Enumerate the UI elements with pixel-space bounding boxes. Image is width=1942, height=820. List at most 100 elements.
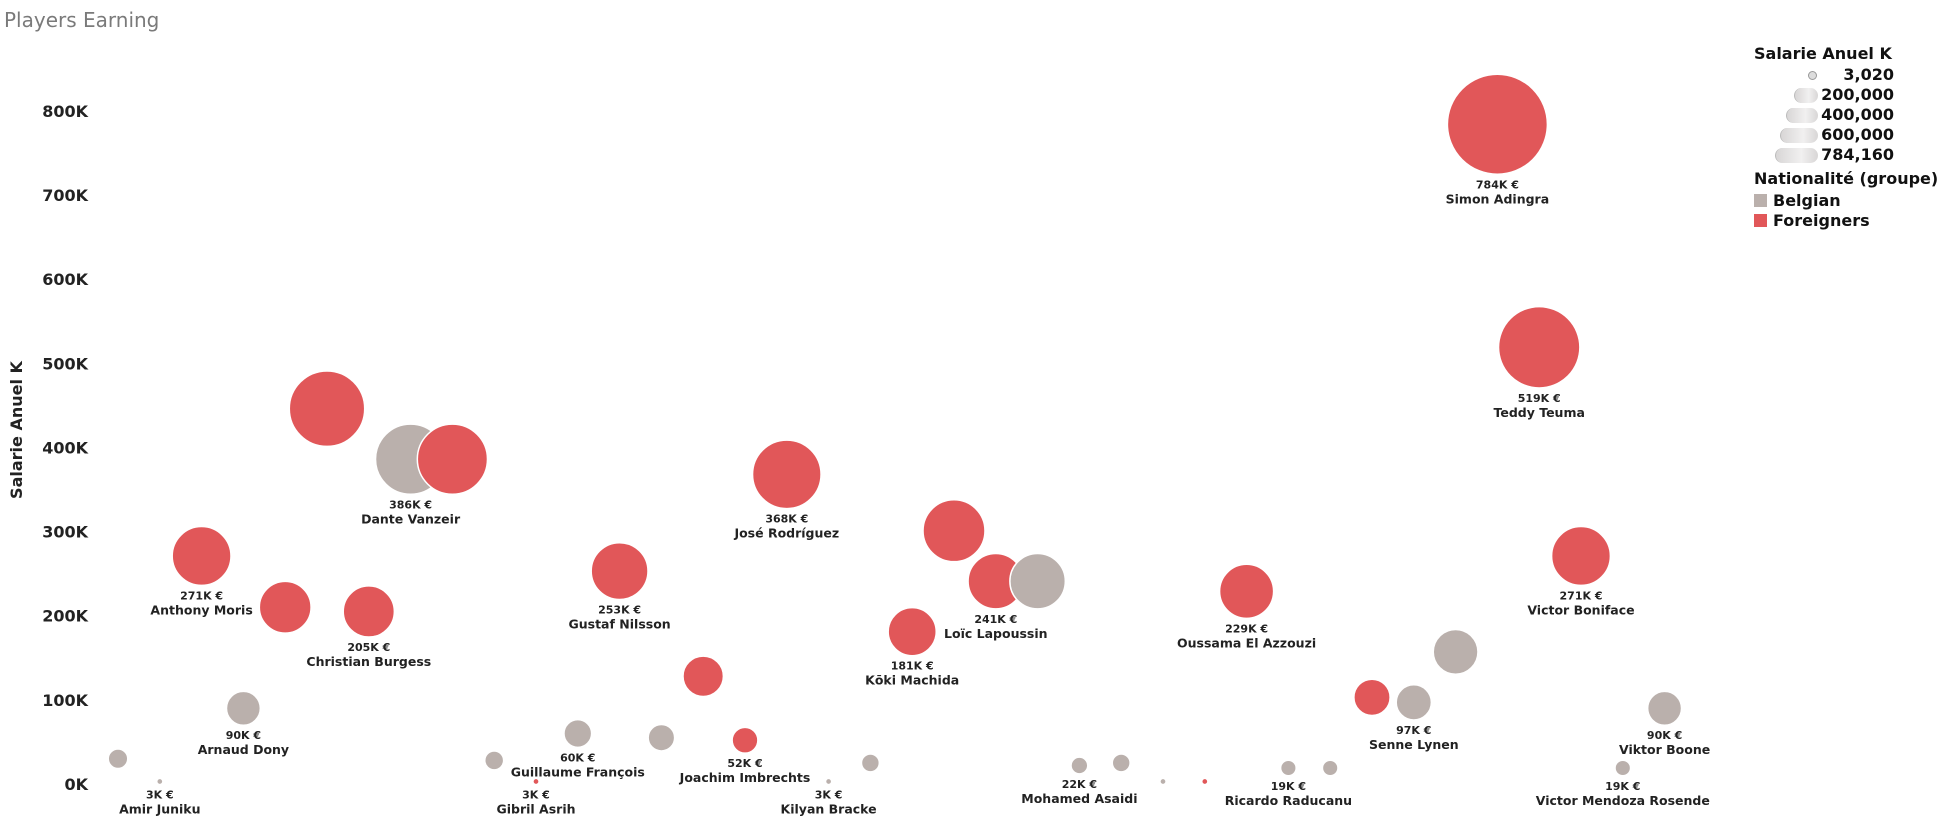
data-label-name: Mohamed Asaidi <box>1021 791 1137 806</box>
y-axis-title: Salarie Anuel K <box>7 360 26 498</box>
bubble-belgian[interactable] <box>1614 759 1632 777</box>
data-label-value: 519K € <box>1518 392 1561 405</box>
data-label-name: Gustaf Nilsson <box>568 617 670 632</box>
size-legend-label: 200,000 <box>1821 85 1894 104</box>
data-label-name: Teddy Teuma <box>1493 405 1584 420</box>
data-label-name: Victor Mendoza Rosende <box>1536 793 1710 808</box>
bubble-foreigners[interactable] <box>532 777 540 786</box>
data-label-name: Guillaume François <box>511 764 645 779</box>
bubble-belgian[interactable] <box>1321 759 1339 777</box>
legend-swatch <box>1754 213 1767 227</box>
data-label-name: Senne Lynen <box>1369 737 1459 752</box>
bubble-belgian[interactable] <box>484 750 505 771</box>
bubble-belgian[interactable] <box>1432 628 1479 676</box>
data-label-value: 90K € <box>226 729 261 742</box>
bubble-foreigners[interactable] <box>731 726 759 754</box>
bubble-foreigners[interactable] <box>751 439 822 510</box>
size-legend-shape <box>1775 148 1818 163</box>
data-label-value: 386K € <box>389 498 432 511</box>
color-legend-title: Nationalité (groupe) <box>1754 169 1939 188</box>
data-label-value: 19K € <box>1271 780 1306 793</box>
bubble-foreigners[interactable] <box>1446 73 1549 176</box>
data-label-name: Dante Vanzeir <box>361 511 461 526</box>
bubble-belgian[interactable] <box>1070 756 1089 775</box>
data-label-value: 271K € <box>1560 589 1603 602</box>
bubble-belgian[interactable] <box>225 690 262 726</box>
size-legend-label: 400,000 <box>1821 105 1894 124</box>
data-label-name: Joachim Imbrechts <box>679 770 811 785</box>
bubble-belgian[interactable] <box>1009 552 1067 610</box>
bubble-foreigners[interactable] <box>1218 563 1275 620</box>
bubble-foreigners[interactable] <box>1497 305 1581 389</box>
color-legend-row[interactable]: Foreigners <box>1754 210 1938 230</box>
y-tick-label: 200K <box>42 607 88 626</box>
size-legend-shape <box>1785 108 1818 123</box>
size-legend-row: 784,160 <box>1754 145 1894 165</box>
bubble-belgian[interactable] <box>563 718 593 749</box>
size-legend-row: 200,000 <box>1754 85 1894 105</box>
data-label-name: Oussama El Azzouzi <box>1177 635 1316 650</box>
bubble-foreigners[interactable] <box>887 606 937 657</box>
y-tick-label: 700K <box>42 186 88 205</box>
data-label-value: 52K € <box>727 757 762 770</box>
bubble-belgian[interactable] <box>1279 759 1297 777</box>
y-tick-label: 100K <box>42 691 88 710</box>
bubble-belgian[interactable] <box>1159 777 1167 786</box>
data-label-value: 3K € <box>146 789 174 802</box>
data-label-name: Loïc Lapoussin <box>944 626 1048 641</box>
data-label-name: José Rodríguez <box>733 526 839 541</box>
bubbles <box>107 73 1683 786</box>
size-legend: 3,020 200,000 400,000 600,000 784,160 <box>1754 65 1938 165</box>
data-label-value: 22K € <box>1062 778 1097 791</box>
data-label-value: 97K € <box>1396 724 1431 737</box>
legend-swatch <box>1754 193 1767 207</box>
y-tick-label: 400K <box>42 438 88 457</box>
data-label-value: 3K € <box>522 789 550 802</box>
data-label-name: Arnaud Dony <box>198 742 289 757</box>
data-label-name: Gibril Asrih <box>496 802 575 817</box>
y-tick-label: 500K <box>42 354 88 373</box>
bubble-foreigners[interactable] <box>1353 678 1391 717</box>
data-label-value: 784K € <box>1476 178 1519 191</box>
chart-title: Players Earning <box>4 8 160 32</box>
bubble-belgian[interactable] <box>824 777 833 786</box>
bubble-belgian[interactable] <box>860 753 881 773</box>
y-tick-label: 300K <box>42 523 88 542</box>
bubble-belgian[interactable] <box>647 723 676 752</box>
bubble-foreigners[interactable] <box>416 423 489 496</box>
data-label-name: Christian Burgess <box>306 654 431 669</box>
color-legend-row[interactable]: Belgian <box>1754 190 1938 210</box>
bubble-belgian[interactable] <box>1111 753 1131 773</box>
data-label-value: 19K € <box>1605 780 1640 793</box>
data-label-name: Victor Boniface <box>1527 602 1634 617</box>
data-label-value: 181K € <box>891 660 934 673</box>
bubble-foreigners[interactable] <box>288 370 366 448</box>
bubble-belgian[interactable] <box>155 777 164 786</box>
bubble-foreigners[interactable] <box>171 525 232 587</box>
bubble-foreigners[interactable] <box>590 541 649 601</box>
bubble-foreigners[interactable] <box>342 585 396 638</box>
bubble-foreigners[interactable] <box>258 580 312 634</box>
size-legend-label: 784,160 <box>1821 145 1894 164</box>
data-label-value: 60K € <box>560 751 595 764</box>
color-legend: Belgian Foreigners <box>1754 190 1938 230</box>
size-legend-row: 400,000 <box>1754 105 1894 125</box>
bubble-belgian[interactable] <box>1395 684 1433 721</box>
bubble-foreigners[interactable] <box>1200 777 1209 786</box>
data-label-value: 3K € <box>815 789 843 802</box>
data-label-name: Anthony Moris <box>150 602 252 617</box>
data-label-value: 368K € <box>765 513 808 526</box>
bubble-belgian[interactable] <box>1646 690 1683 726</box>
data-label-value: 253K € <box>598 604 641 617</box>
data-label-value: 90K € <box>1647 729 1682 742</box>
size-legend-shape <box>1779 128 1818 143</box>
data-label-name: Amir Juniku <box>119 802 200 817</box>
bubble-foreigners[interactable] <box>682 655 725 698</box>
bubble-belgian[interactable] <box>107 748 129 770</box>
bubble-foreigners[interactable] <box>1550 525 1612 587</box>
data-label-name: Ricardo Raducanu <box>1225 793 1352 808</box>
data-label-name: Viktor Boone <box>1619 742 1710 757</box>
bubble-foreigners[interactable] <box>922 498 986 563</box>
